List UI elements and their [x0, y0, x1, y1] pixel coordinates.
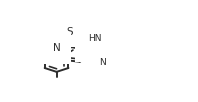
- Text: NH: NH: [84, 44, 98, 53]
- Text: S: S: [67, 27, 73, 37]
- Text: HN: HN: [88, 33, 102, 43]
- Text: N: N: [53, 43, 60, 53]
- Text: N: N: [99, 58, 106, 67]
